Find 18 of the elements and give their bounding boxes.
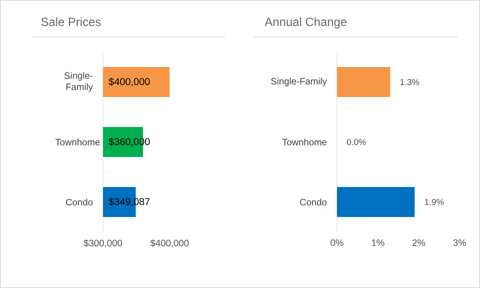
x-tick-label: 3%	[453, 239, 466, 246]
y-tick-label: Single-Family	[64, 72, 93, 92]
data-label: $400,000	[108, 78, 150, 86]
y-tick-label: Single-Family	[271, 78, 327, 86]
x-tick-label: $300,000	[84, 239, 122, 248]
chart-title: Sale Prices	[41, 17, 101, 26]
y-tick-label: Townhome	[55, 138, 100, 146]
x-tick-label: 1%	[372, 239, 384, 246]
x-tick-label: 0%	[330, 239, 344, 246]
y-tick-label: Condo	[300, 198, 327, 206]
chart-title: Annual Change	[264, 17, 347, 28]
y-tick-label: Townhome	[282, 138, 327, 146]
x-tick-label: 2%	[412, 239, 426, 246]
data-label: 0.0%	[346, 138, 366, 146]
y-tick-label: Condo	[66, 198, 93, 206]
x-tick-label: $400,000	[150, 239, 189, 248]
data-label: 1.9%	[424, 198, 444, 206]
data-label: 1.3%	[400, 78, 420, 86]
